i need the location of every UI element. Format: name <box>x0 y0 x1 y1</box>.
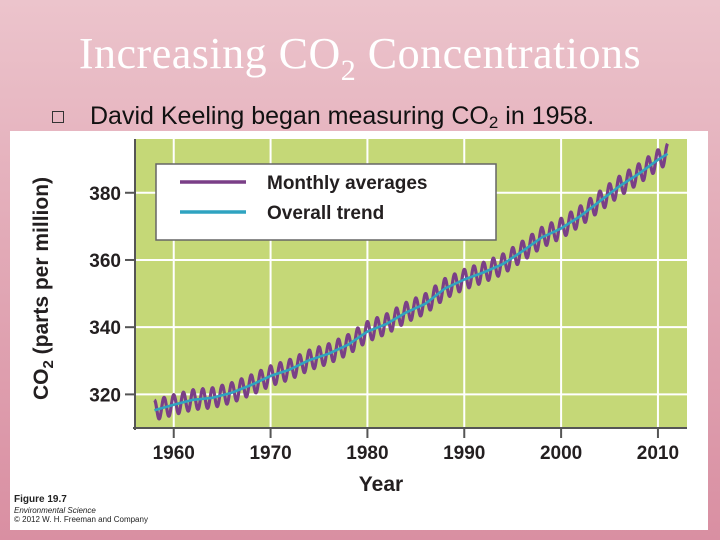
title-subscript: 2 <box>340 54 357 87</box>
figure-copyright: © 2012 W. H. Freeman and Company <box>14 515 148 524</box>
series-monthly-averages <box>153 142 669 421</box>
slide-title: Increasing CO2 Concentrations <box>0 29 720 86</box>
bullet-text-rest: in 1958. <box>498 101 595 130</box>
y-tick-label-320: 320 <box>89 385 121 406</box>
x-tick-label-1960: 1960 <box>153 443 195 464</box>
x-axis-title: Year <box>359 473 403 496</box>
y-axis-title: CO2 (parts per million) <box>30 177 57 400</box>
figure-source: Environmental Science <box>14 506 96 515</box>
figure-panel: 320 340 360 380 1960 1970 1980 1990 2000 2010 Year… <box>10 131 708 530</box>
y-tick-label-380: 380 <box>89 184 121 205</box>
title-text: Increasing CO <box>78 29 341 78</box>
bullet-item: David Keeling began measuring CO 2 in 195… <box>52 98 594 134</box>
co2-chart: 320 340 360 380 1960 1970 1980 1990 2000 2010 Year… <box>30 139 687 496</box>
figure-caption: Figure 19.7 Environmental Science © 2012… <box>14 494 148 524</box>
x-tick-label-1980: 1980 <box>346 443 388 464</box>
bullet-text: David Keeling began measuring CO <box>90 101 489 130</box>
legend-monthly-label: Monthly averages <box>267 173 428 194</box>
legend-box <box>155 163 497 241</box>
y-tick-label-360: 360 <box>89 251 121 272</box>
x-tick-label-2000: 2000 <box>540 443 582 464</box>
legend-trend-label: Overall trend <box>267 203 384 224</box>
x-tick-label-2010: 2010 <box>637 443 679 464</box>
x-tick-label-1990: 1990 <box>443 443 485 464</box>
figure-number: Figure 19.7 <box>14 494 67 505</box>
bullet-subscript: 2 <box>488 113 499 132</box>
title-text-rest: Concentrations <box>356 29 642 78</box>
y-tick-label-340: 340 <box>89 318 121 339</box>
square-bullet-icon <box>52 111 64 123</box>
x-tick-label-1970: 1970 <box>249 443 291 464</box>
series-overall-trend <box>154 152 669 412</box>
